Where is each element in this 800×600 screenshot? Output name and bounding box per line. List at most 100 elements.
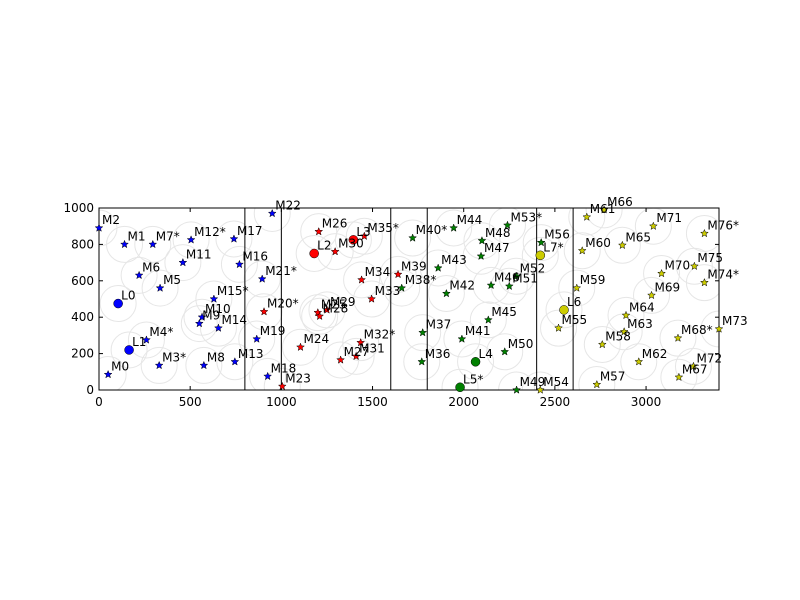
member-marker-m52 [512,271,522,281]
member-label-m69: M69 [655,280,681,294]
coverage-circle [216,343,254,381]
coverage-circle [263,367,301,390]
member-marker-m25 [313,307,323,317]
coverage-circle [379,255,417,293]
data-markers [94,205,724,394]
member-label-m65: M65 [625,230,651,244]
member-marker-m59 [572,283,582,292]
member-marker-m34 [357,275,367,284]
member-label-m39: M39 [401,259,427,273]
member-label-m49: M49 [520,375,546,389]
y-tick-label: 600 [71,274,94,288]
coverage-circle [322,341,360,379]
member-marker-m1 [120,239,129,249]
plot-area-frame [98,207,720,391]
member-marker-m11 [178,257,188,267]
coverage-circle [443,320,481,358]
leader-marker-l5-star [455,382,465,393]
coverage-circle [353,280,391,318]
leader-label-l4: L4 [479,347,493,361]
member-marker-m24 [296,342,305,352]
coverage-circle [568,208,606,236]
leader-label-l3: L3 [356,225,370,239]
member-marker-m68-star [673,333,683,342]
coverage-circle [643,255,681,293]
member-marker-m61 [582,212,592,221]
coverage-circle [249,357,287,390]
member-marker-m74-star [699,277,709,287]
coverage-circle [545,291,583,329]
coverage-circle [120,256,158,294]
coverage-circle [215,220,253,258]
leader-marker-l0 [113,298,123,309]
coverage-circle [441,368,479,390]
member-marker-m4-star [141,335,151,344]
member-marker-m32-star [356,337,366,347]
coverage-circle [435,209,473,247]
leader-label-l7-star: L7* [543,240,563,254]
background-circles [99,208,719,390]
partition-lines [244,208,574,390]
member-label-m12-star: M12* [194,225,226,239]
y-tick-label: 400 [71,310,94,324]
member-marker-m28 [315,311,325,321]
coverage-circle [220,245,258,283]
member-marker-m22 [267,208,277,218]
member-marker-m70 [657,268,667,278]
coverage-circle [540,309,578,347]
member-label-m54: M54 [543,375,569,389]
member-marker-m50 [500,347,510,356]
member-label-m47: M47 [484,241,510,255]
leader-label-l5-star: L5* [463,372,483,386]
member-marker-m5 [155,283,165,292]
member-label-m57: M57 [600,370,626,384]
coverage-circle [457,343,495,381]
leader-label-l2: L2 [317,239,331,253]
member-marker-m12-star [186,235,196,244]
member-label-m37: M37 [426,318,452,332]
coverage-circle [674,347,712,385]
member-marker-m60 [577,246,587,255]
member-marker-m44 [449,223,459,232]
member-marker-m21-star [257,274,267,283]
member-label-m16: M16 [242,249,268,263]
member-marker-m29 [322,305,332,314]
member-label-m58: M58 [605,330,631,344]
member-label-m3-star: M3* [162,350,186,364]
member-label-m24: M24 [304,332,330,346]
member-label-m46: M46 [494,270,520,284]
member-marker-m47 [476,251,486,261]
coverage-circle [498,371,536,390]
coverage-circle [633,276,671,314]
member-label-m9: M9 [202,309,220,323]
member-label-m21-star: M21* [265,264,297,278]
coverage-circle [282,328,319,366]
coverage-circle [342,324,380,362]
member-marker-m3-star [154,360,164,370]
coverage-circle [659,319,697,357]
member-label-m73: M73 [722,314,748,328]
y-tick-label: 800 [71,237,94,251]
coverage-circle [99,356,127,390]
member-label-m31: M31 [359,341,385,355]
member-label-m28: M28 [323,301,349,315]
member-label-m52: M52 [520,261,546,275]
coverage-circle [301,297,339,335]
coverage-circle [521,236,559,274]
member-marker-m10 [197,312,207,322]
member-label-m11: M11 [186,248,212,262]
member-marker-m26 [314,226,324,236]
coverage-circle [164,244,202,282]
member-marker-m0 [103,369,113,379]
y-axis: 0 200 400 600 800 1000 [63,201,719,397]
member-marker-m76-star [699,228,709,238]
coverage-circle [404,314,442,352]
leader-label-l0: L0 [121,289,135,303]
member-label-m62: M62 [642,347,668,361]
member-label-m59: M59 [580,273,606,287]
member-label-m20-star: M20* [267,297,299,311]
member-marker-m2 [94,223,104,232]
member-marker-m37 [418,327,428,337]
coverage-circle [245,293,283,331]
